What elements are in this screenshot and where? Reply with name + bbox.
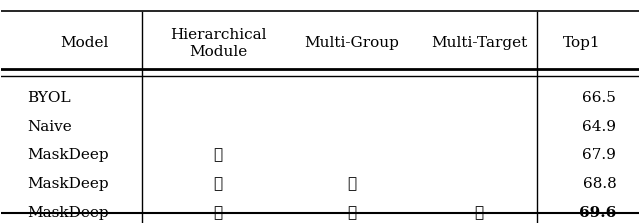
Text: 66.5: 66.5 [582, 91, 616, 105]
Text: Multi-Group: Multi-Group [305, 37, 399, 50]
Text: ✓: ✓ [214, 149, 223, 162]
Text: ✓: ✓ [214, 177, 223, 191]
Text: ✓: ✓ [214, 206, 223, 220]
Text: MaskDeep: MaskDeep [27, 177, 109, 191]
Text: MaskDeep: MaskDeep [27, 149, 109, 162]
Text: 68.8: 68.8 [582, 177, 616, 191]
Text: Naive: Naive [27, 120, 72, 134]
Text: Hierarchical: Hierarchical [170, 28, 266, 42]
Text: Top1: Top1 [563, 37, 600, 50]
Text: Model: Model [60, 37, 108, 50]
Text: Multi-Target: Multi-Target [431, 37, 527, 50]
Text: 69.6: 69.6 [579, 206, 616, 220]
Text: MaskDeep: MaskDeep [27, 206, 109, 220]
Text: ✓: ✓ [475, 206, 484, 220]
Text: ✓: ✓ [348, 177, 356, 191]
Text: 64.9: 64.9 [582, 120, 616, 134]
Text: ✓: ✓ [348, 206, 356, 220]
Text: 67.9: 67.9 [582, 149, 616, 162]
Text: BYOL: BYOL [27, 91, 70, 105]
Text: Module: Module [189, 45, 247, 59]
